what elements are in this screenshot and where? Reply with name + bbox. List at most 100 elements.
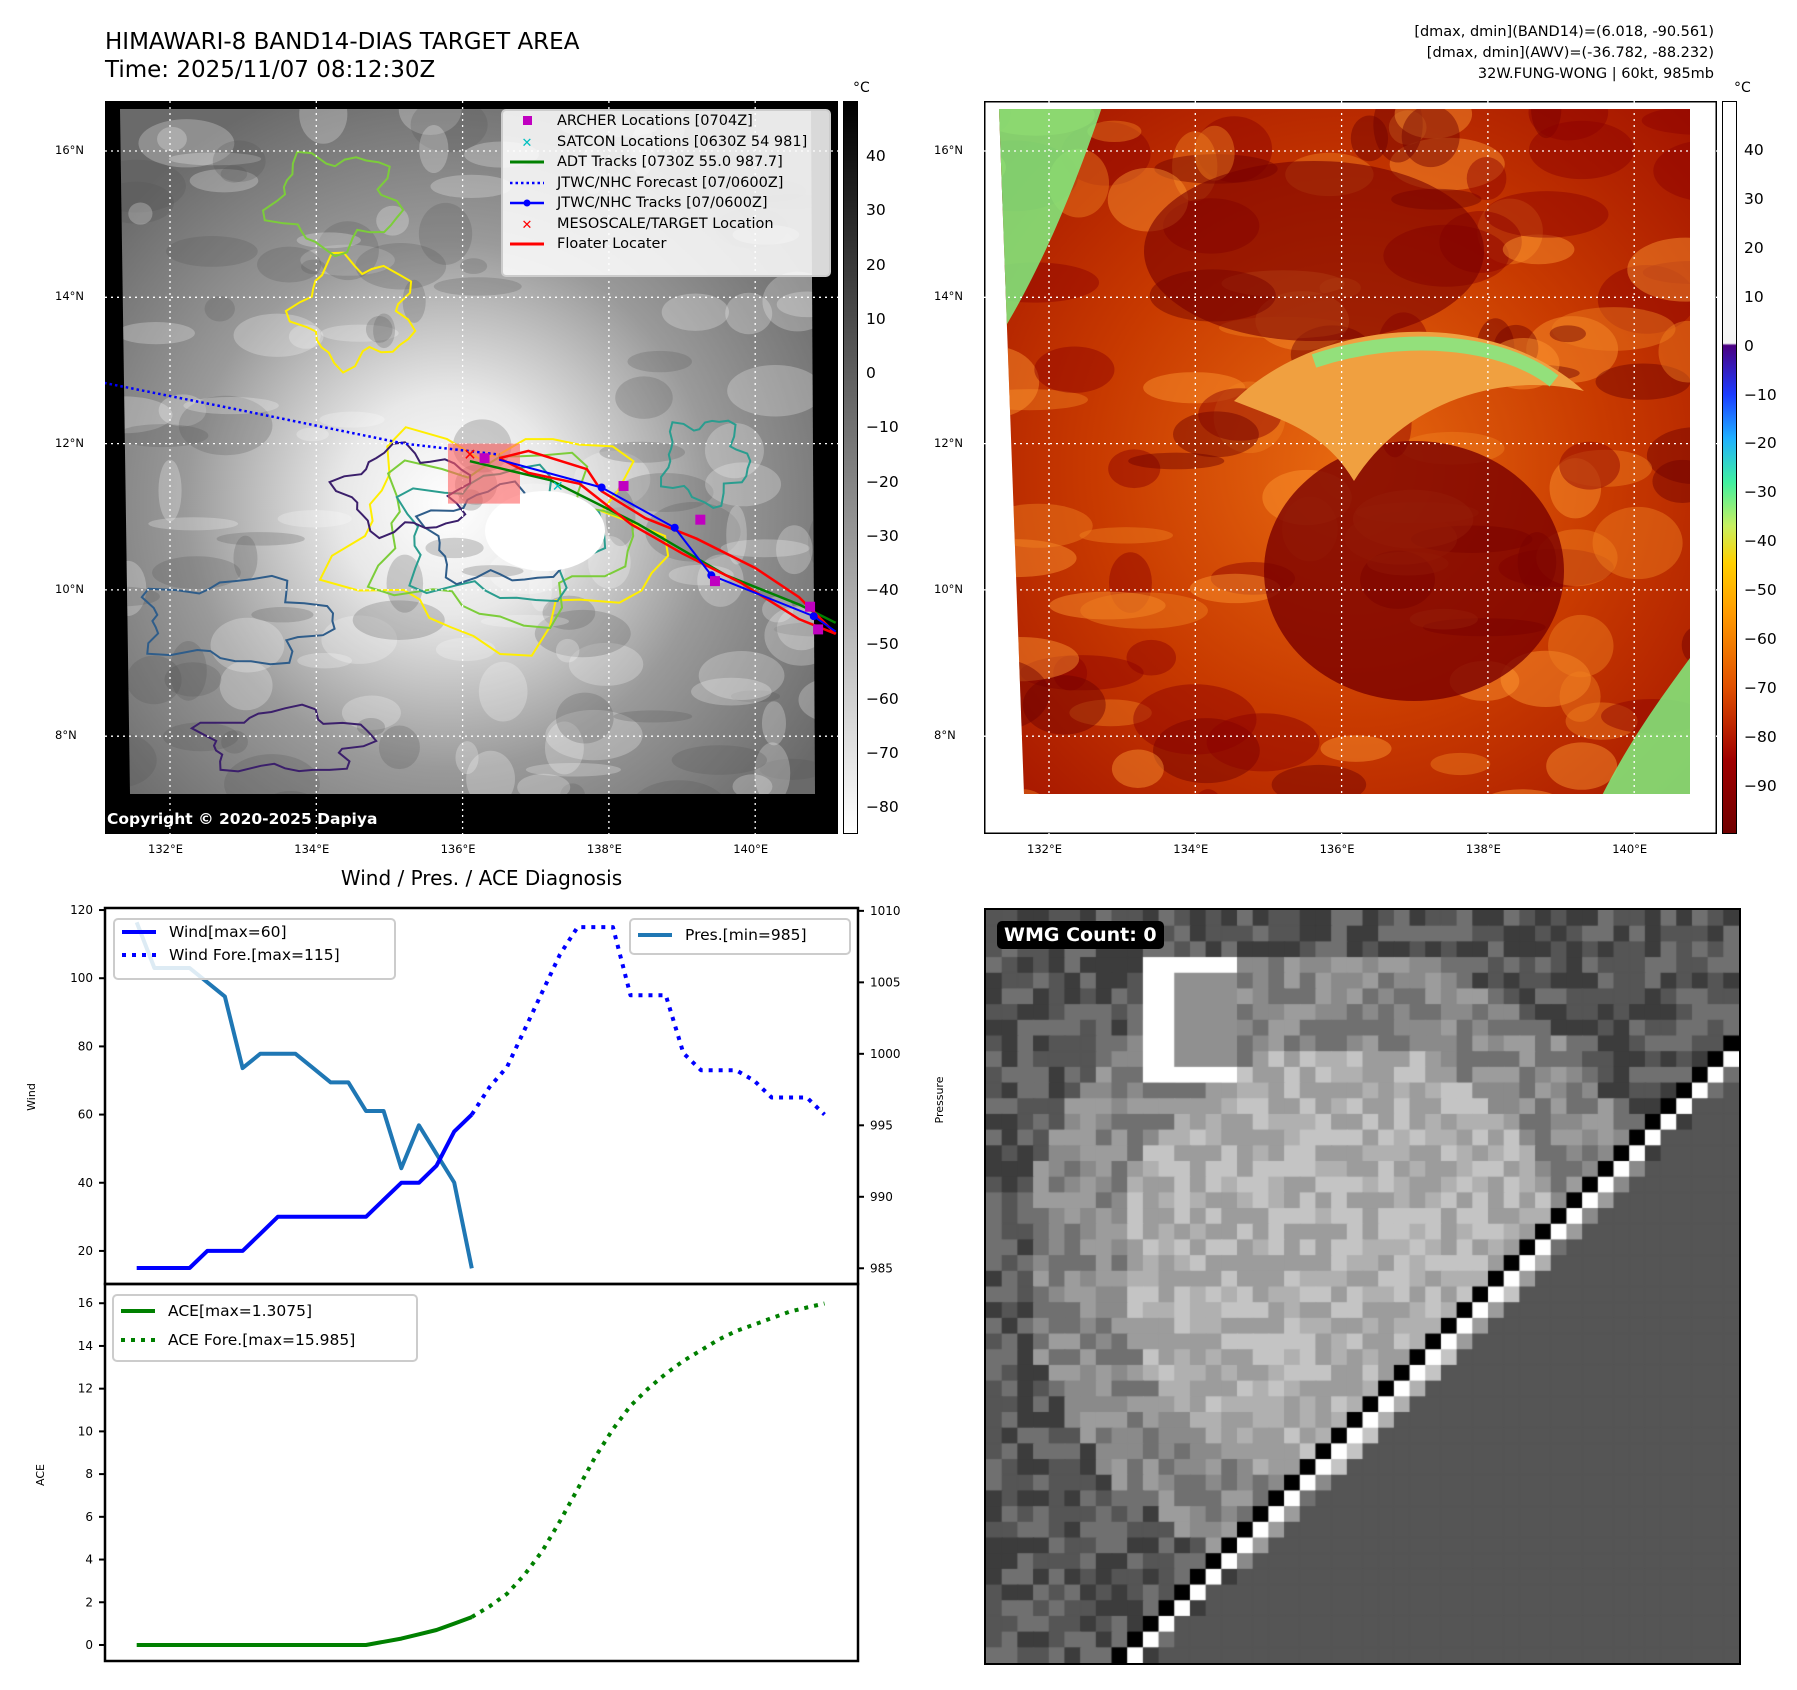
colorbar-tick-label: −40: [866, 581, 899, 599]
colorbar-tick-label: −30: [866, 526, 899, 545]
ir-colorbar-unit: °C: [853, 80, 870, 96]
cloud-patch: [251, 606, 314, 623]
lat-tick-label: 12°N: [934, 435, 963, 450]
cloud-patch: [296, 427, 329, 442]
cloud-patch: [761, 701, 787, 746]
wind-ytick-label: 120: [70, 903, 93, 917]
legend-wind: Wind[max=60]: [169, 922, 287, 941]
ace-ytick-label: 6: [85, 1510, 93, 1524]
moisture-patch: [1053, 655, 1088, 691]
lat-tick-label: 16°N: [55, 143, 84, 157]
moisture-patch: [1079, 527, 1173, 544]
wmg-count-badge: WMG Count: 0: [997, 921, 1164, 949]
cloud-patch: [299, 109, 348, 144]
wind-ytick-label: 100: [70, 971, 93, 985]
cloud-patch: [257, 246, 322, 283]
legend-label: MESOSCALE/TARGET Location: [557, 215, 774, 232]
wind-line: [136, 1113, 474, 1270]
awv-imagery: [999, 109, 1690, 794]
legend-wind-forecast: Wind Fore.[max=115]: [169, 945, 340, 964]
cloud-patch: [762, 596, 794, 623]
ace-ytick-label: 2: [85, 1595, 93, 1609]
wmg-image: [984, 908, 1741, 1665]
cloud-patch: [433, 277, 522, 296]
moisture-patch: [1373, 109, 1423, 163]
moisture-patch: [1658, 320, 1690, 383]
moisture-patch: [1627, 237, 1690, 302]
dry-region: [1144, 161, 1484, 341]
pressure-ytick-label: 1010: [870, 904, 901, 918]
moisture-patch: [1126, 639, 1177, 676]
cloud-patch: [277, 510, 352, 528]
lon-tick-label: 140°E: [733, 842, 769, 856]
moisture-patch: [1143, 372, 1246, 404]
wind-forecast-line: [470, 925, 826, 1117]
colorbar-tick-label: −30: [1744, 483, 1777, 502]
cloud-patch: [120, 181, 174, 224]
awv-colorbar-unit: °C: [1734, 80, 1751, 96]
map-legend: ARCHER Locations [0704Z] ✕ SATCON Location…: [501, 109, 831, 277]
moisture-patch: [1528, 109, 1609, 141]
jtwc-track-point: [597, 483, 606, 492]
moisture-patch: [1194, 125, 1235, 181]
storm-info: 32W.FUNG-WONG | 60kt, 985mb: [1477, 66, 1714, 82]
cloud-patch: [157, 126, 187, 152]
moist-region-nw: [999, 109, 1104, 361]
lon-tick-label: 136°E: [1319, 842, 1355, 856]
moisture-patch: [1022, 675, 1106, 735]
cloud-patch: [732, 774, 773, 794]
cloud-patch: [320, 324, 399, 342]
cloud-patch: [613, 710, 693, 723]
cloud-patch: [754, 742, 791, 794]
moisture-patch: [1034, 346, 1115, 393]
archer-location: [805, 601, 816, 612]
legend-line-icon: [509, 238, 545, 250]
moisture-patch: [1529, 120, 1635, 180]
legend-entry: Floater Locater: [503, 234, 829, 255]
lat-tick-label: 10°N: [934, 581, 963, 596]
cloud-patch: [517, 773, 571, 794]
moisture-patch: [1111, 749, 1164, 788]
archer-location: [813, 624, 824, 635]
moisture-patch: [1558, 449, 1653, 487]
lat-tick-label: 16°N: [934, 143, 963, 157]
cloud-patch: [773, 622, 815, 637]
cloud-patch: [455, 741, 479, 775]
pressure-ytick-label: 995: [870, 1118, 893, 1132]
moisture-patch: [1196, 116, 1273, 183]
legend-entry: ADT Tracks [0730Z 55.0 987.7]: [503, 152, 829, 173]
moisture-patch: [1388, 110, 1427, 145]
cloud-patch: [378, 725, 420, 770]
lat-tick-label: 14°N: [55, 289, 84, 304]
moisture-patch: [1500, 650, 1591, 707]
moisture-patch: [1128, 452, 1225, 470]
cloud-patch: [120, 159, 186, 213]
archer-location: [709, 576, 720, 587]
colorbar-tick-label: −70: [1744, 678, 1777, 697]
pressure-ytick-label: 990: [870, 1190, 893, 1204]
moisture-patch: [1530, 109, 1562, 139]
moisture-patch: [1320, 735, 1392, 762]
ace-dotted-line-icon: [120, 1337, 156, 1343]
cloud-patch: [148, 517, 239, 531]
cold-cloud-core: [485, 491, 605, 571]
cloud-patch: [776, 525, 813, 575]
moisture-patch: [1642, 260, 1690, 285]
cloud-patch: [402, 279, 426, 323]
contour-line: [328, 441, 472, 540]
moisture-patch: [1641, 109, 1690, 136]
wind-solid-line-icon: [121, 929, 157, 935]
cloud-patch: [568, 642, 644, 686]
cloud-patch: [545, 709, 643, 761]
legend-square-icon: [509, 115, 545, 127]
ace-ytick-label: 0: [85, 1638, 93, 1652]
wind-axis-label: Wind: [25, 1083, 38, 1111]
moisture-patch: [1652, 459, 1690, 504]
moisture-patch: [1087, 120, 1142, 143]
moisture-patch: [1681, 625, 1690, 665]
cloud-patch: [661, 293, 730, 331]
ace-solid-line-icon: [120, 1308, 156, 1314]
cloud-patch: [183, 397, 279, 415]
ace-ytick-label: 16: [78, 1296, 93, 1310]
